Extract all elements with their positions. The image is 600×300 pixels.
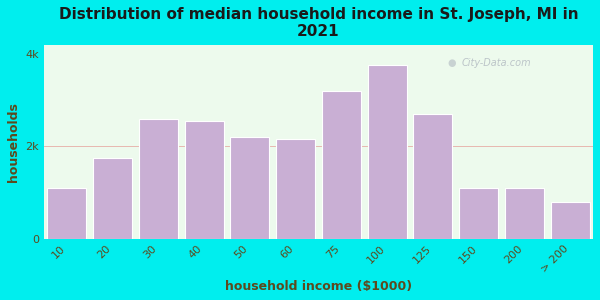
Bar bbox=[185, 121, 224, 238]
Text: ●: ● bbox=[448, 58, 456, 68]
Y-axis label: households: households bbox=[7, 102, 20, 182]
Bar bbox=[551, 202, 590, 239]
Bar bbox=[413, 114, 452, 238]
Bar bbox=[47, 188, 86, 239]
Bar bbox=[505, 188, 544, 239]
Bar bbox=[368, 65, 407, 239]
Bar bbox=[93, 158, 132, 238]
Bar bbox=[230, 137, 269, 238]
Text: City-Data.com: City-Data.com bbox=[461, 58, 531, 68]
Bar bbox=[276, 139, 315, 239]
Bar bbox=[139, 118, 178, 238]
X-axis label: household income ($1000): household income ($1000) bbox=[225, 280, 412, 293]
Title: Distribution of median household income in St. Joseph, MI in
2021: Distribution of median household income … bbox=[59, 7, 578, 39]
Bar bbox=[322, 91, 361, 238]
Bar bbox=[459, 188, 498, 239]
